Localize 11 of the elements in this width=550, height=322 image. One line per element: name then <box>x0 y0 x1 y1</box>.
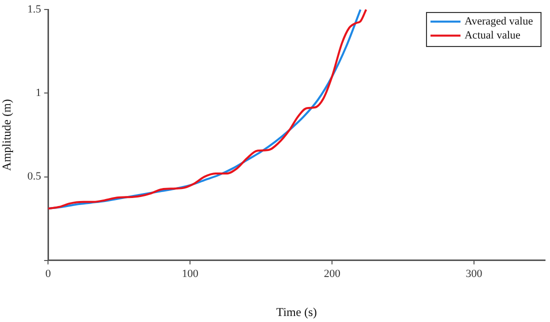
legend-label: Averaged value <box>464 15 534 28</box>
y-tick-label: 1 <box>36 87 42 100</box>
y-tick-label: 0.5 <box>27 170 42 183</box>
x-axis-title: Time (s) <box>276 304 317 319</box>
y-tick-label: 1.5 <box>27 3 42 16</box>
x-tick-label: 300 <box>466 268 483 280</box>
x-tick-label: 200 <box>324 268 341 280</box>
legend-label: Actual value <box>464 29 520 42</box>
x-tick-label: 0 <box>45 268 52 280</box>
y-axis-title: Amplitude (m) <box>0 99 14 171</box>
x-tick-label: 100 <box>182 268 199 280</box>
